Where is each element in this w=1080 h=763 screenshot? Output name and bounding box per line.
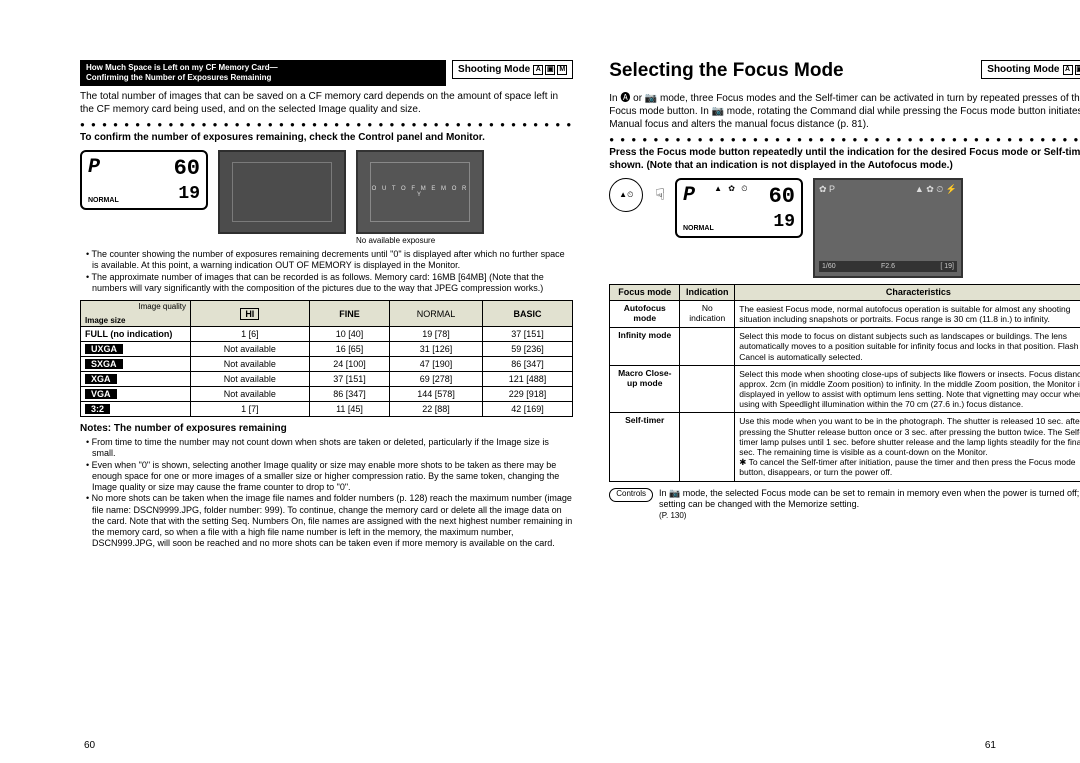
- bullet-a1: The approximate number of images that ca…: [86, 272, 573, 295]
- monitor-right: ✿ P▲ ✿ ⏲ ⚡ 1/60F2.6[ 19]: [813, 178, 963, 278]
- left-header-banner: How Much Space is Left on my CF Memory C…: [80, 60, 446, 86]
- hand-icon: ☟: [655, 185, 665, 205]
- table-row: FULL (no indication) 1 [6]10 [40]19 [78]…: [81, 327, 573, 342]
- page-left: How Much Space is Left on my CF Memory C…: [80, 60, 573, 550]
- monitor-main: [218, 150, 346, 234]
- bullet-a0: The counter showing the number of exposu…: [86, 249, 573, 272]
- note-2: No more shots can be taken when the imag…: [86, 493, 573, 549]
- controls-pill: Controls: [609, 488, 653, 502]
- table-row: VGA Not available86 [347]144 [578]229 [9…: [81, 387, 573, 402]
- dot-rule: ● ● ● ● ● ● ● ● ● ● ● ● ● ● ● ● ● ● ● ● …: [80, 120, 573, 129]
- right-illustrations: ▲⏲ ☟ P ▲ ✿ ⏲ 60 NORMAL 19 ✿ P▲ ✿ ⏲ ⚡ 1/6…: [609, 178, 1080, 278]
- table-row: Autofocus mode No indication The easiest…: [610, 300, 1080, 327]
- monitor-oom: O U T O F M E M O R Y: [356, 150, 484, 234]
- table-row: Self-timer Use this mode when you want t…: [610, 413, 1080, 481]
- page-right: Selecting the Focus Mode Shooting Mode A…: [609, 60, 1080, 550]
- focus-mode-table: Focus mode Indication Characteristics Au…: [609, 284, 1080, 482]
- focus-mode-button-icon: ▲⏲: [609, 178, 643, 212]
- page-number-left: 60: [84, 740, 95, 751]
- controls-note: Controls In 📷 mode, the selected Focus m…: [609, 488, 1080, 522]
- shooting-mode-badge-left: Shooting Mode A▣M: [452, 60, 573, 79]
- check-instruction: To confirm the number of exposures remai…: [80, 131, 573, 144]
- lcd-panel-right: P ▲ ✿ ⏲ 60 NORMAL 19: [675, 178, 803, 238]
- table-row: Infinity mode Select this mode to focus …: [610, 328, 1080, 366]
- table-row: XGA Not available37 [151]69 [278]121 [48…: [81, 372, 573, 387]
- page-number-right: 61: [985, 740, 996, 751]
- right-title: Selecting the Focus Mode: [609, 60, 843, 82]
- note-1: Even when "0" is shown, selecting anothe…: [86, 460, 573, 494]
- oom-caption: No available exposure: [356, 236, 484, 245]
- table-row: Macro Close-up mode Select this mode whe…: [610, 365, 1080, 413]
- exposures-table: Image quality Image size HI FINE NORMAL …: [80, 300, 573, 417]
- lcd-panel: P 60 NORMAL 19: [80, 150, 208, 210]
- table-row: UXGA Not available16 [65]31 [126]59 [236…: [81, 342, 573, 357]
- shooting-mode-badge-right: Shooting Mode A▣M: [981, 60, 1080, 79]
- left-illustrations: P 60 NORMAL 19 O U T O F M E M O R Y No …: [80, 150, 573, 245]
- notes-title: Notes: The number of exposures remaining: [80, 423, 573, 434]
- right-intro: In 🅐 or 📷 mode, three Focus modes and th…: [609, 92, 1080, 131]
- note-0: From time to time the number may not cou…: [86, 437, 573, 460]
- left-header-line1: How Much Space is Left on my CF Memory C…: [86, 63, 440, 73]
- dot-rule-right: ● ● ● ● ● ● ● ● ● ● ● ● ● ● ● ● ● ● ● ● …: [609, 135, 1080, 144]
- left-header-line2: Confirming the Number of Exposures Remai…: [86, 73, 440, 83]
- press-instruction: Press the Focus mode button repeatedly u…: [609, 146, 1080, 172]
- left-intro: The total number of images that can be s…: [80, 90, 573, 116]
- table-row: 3:2 1 [7]11 [45]22 [88]42 [169]: [81, 402, 573, 417]
- table-row: SXGA Not available24 [100]47 [190]86 [34…: [81, 357, 573, 372]
